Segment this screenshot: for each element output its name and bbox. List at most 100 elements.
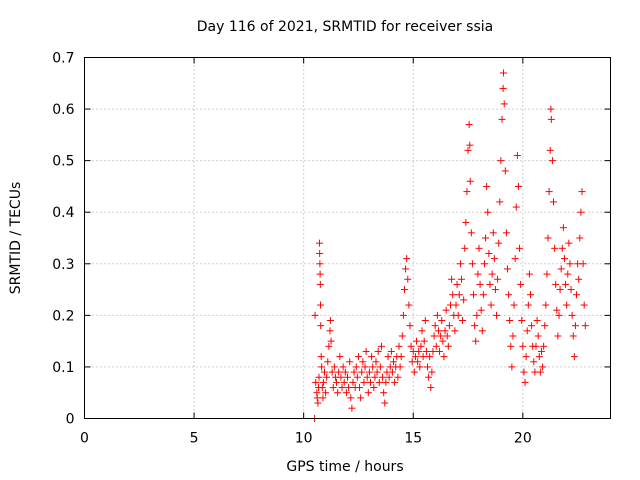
data-point [365, 368, 373, 376]
data-point [425, 373, 433, 381]
data-point [544, 234, 552, 242]
data-point [431, 322, 439, 330]
data-point [454, 311, 462, 319]
data-point [334, 389, 342, 397]
data-point [500, 69, 508, 77]
data-point [318, 363, 326, 371]
data-point [395, 342, 403, 350]
data-point [545, 188, 553, 196]
data-point [327, 337, 335, 345]
x-axis-label: GPS time / hours [286, 459, 403, 475]
data-point [363, 373, 371, 381]
data-point [487, 301, 495, 309]
data-point [519, 342, 527, 350]
data-point [494, 275, 502, 283]
data-point [475, 244, 483, 252]
data-point [565, 239, 573, 247]
data-point [356, 384, 364, 392]
data-point [520, 368, 528, 376]
data-point [349, 378, 357, 386]
data-point [479, 291, 487, 299]
data-point [440, 353, 448, 361]
data-point [421, 317, 429, 325]
data-point [398, 332, 406, 340]
data-point [485, 249, 493, 257]
y-tick-label: 0 [66, 412, 75, 428]
data-point [350, 368, 358, 376]
data-point [518, 317, 526, 325]
data-point [453, 280, 461, 288]
data-point [311, 311, 319, 319]
data-point [315, 373, 323, 381]
data-point [509, 332, 517, 340]
data-point [576, 234, 584, 242]
data-point [465, 121, 473, 129]
data-point [493, 311, 501, 319]
data-point [340, 378, 348, 386]
data-point [396, 363, 404, 371]
data-point [407, 342, 415, 350]
data-point [418, 327, 426, 335]
data-point [528, 322, 536, 330]
plot-frame [84, 57, 611, 419]
data-point [341, 368, 349, 376]
data-point [552, 280, 560, 288]
data-point [498, 115, 506, 123]
data-point [510, 301, 518, 309]
data-point [551, 244, 559, 252]
data-point [484, 208, 492, 216]
data-point [316, 260, 324, 268]
data-point [434, 327, 442, 335]
grid-lines [84, 57, 611, 419]
data-point [430, 332, 438, 340]
data-point [352, 363, 360, 371]
data-point [433, 311, 441, 319]
data-point [456, 260, 464, 268]
data-point [451, 327, 459, 335]
y-axis-label: SRMTID / TECUs [8, 182, 24, 295]
data-point [373, 368, 381, 376]
data-point [317, 353, 325, 361]
y-tick-label: 0.4 [52, 205, 74, 221]
data-point [387, 347, 395, 355]
data-point [471, 322, 479, 330]
data-point [394, 373, 402, 381]
data-point [571, 322, 579, 330]
data-point [345, 384, 353, 392]
data-point [530, 358, 538, 366]
data-point [326, 317, 334, 325]
data-point [470, 291, 478, 299]
data-point [319, 378, 327, 386]
data-point [427, 384, 435, 392]
data-point [361, 363, 369, 371]
data-point [406, 322, 414, 330]
data-point [449, 291, 457, 299]
data-point [339, 363, 347, 371]
data-point [527, 291, 535, 299]
data-point [376, 363, 384, 371]
data-point [417, 342, 425, 350]
data-point [426, 353, 434, 361]
y-tick-label: 0.6 [52, 102, 74, 118]
data-point [381, 399, 389, 407]
data-point [320, 368, 328, 376]
data-point [385, 373, 393, 381]
data-point [459, 317, 467, 325]
data-point [315, 239, 323, 247]
data-point [337, 373, 345, 381]
data-point [507, 342, 515, 350]
data-point [416, 363, 424, 371]
data-point [441, 327, 449, 335]
data-point [474, 270, 482, 278]
data-point [326, 327, 334, 335]
data-point [558, 244, 566, 252]
data-point [354, 353, 362, 361]
x-tick-label: 0 [80, 431, 89, 447]
data-point [455, 291, 463, 299]
data-point [524, 301, 532, 309]
data-point [563, 301, 571, 309]
data-point [488, 270, 496, 278]
data-point [490, 255, 498, 263]
data-point [535, 353, 543, 361]
data-point [466, 177, 474, 185]
